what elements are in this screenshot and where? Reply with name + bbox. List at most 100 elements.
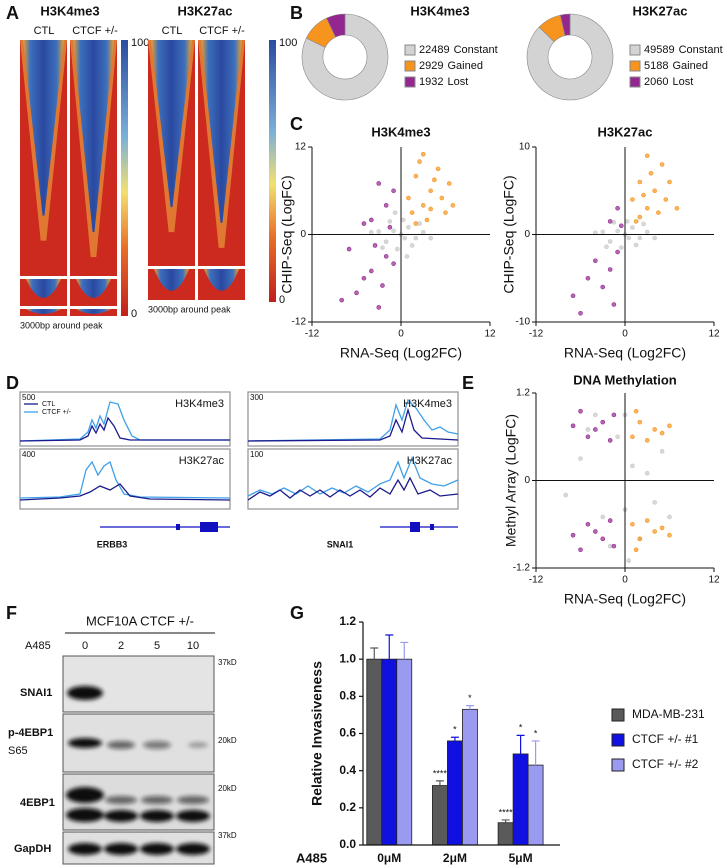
band — [68, 843, 102, 855]
band — [140, 810, 174, 822]
band — [176, 843, 210, 855]
track-label: H3K4me3 — [403, 398, 452, 410]
point — [376, 305, 382, 310]
bar — [366, 658, 383, 846]
point — [585, 427, 591, 432]
legend-name: Constant — [679, 44, 723, 56]
chart-title: H3K4me3 — [371, 124, 430, 139]
y-axis-label: Methyl Array (LogFC) — [503, 414, 519, 547]
track-box — [19, 391, 231, 447]
panel-label: C — [290, 114, 303, 134]
legend-label: CTCF +/- — [42, 409, 72, 416]
point — [652, 529, 657, 534]
point — [604, 244, 609, 250]
y-axis-label: CHIP-Seq (LogFC) — [279, 175, 295, 293]
legend-label: MDA-MB-231 — [632, 707, 705, 721]
legend-label: 49589 Constant — [644, 44, 723, 56]
point — [611, 412, 617, 418]
point — [369, 217, 374, 223]
point — [663, 197, 669, 202]
chart-title: H3K27ac — [598, 124, 653, 139]
point — [413, 221, 419, 226]
y-tick-label: 0.0 — [339, 837, 356, 851]
track-scale: 100 — [250, 450, 264, 459]
point — [339, 297, 344, 303]
track-line — [19, 416, 230, 442]
legend-value: 1932 — [419, 76, 443, 88]
point — [376, 229, 382, 234]
point — [417, 221, 422, 226]
x-tick-label: 12 — [484, 329, 496, 340]
tracks — [19, 391, 459, 532]
legend-label: CTL — [42, 401, 55, 408]
heatmap-wedge — [201, 40, 242, 223]
marker-label: 37kD — [218, 831, 237, 840]
point — [585, 521, 591, 527]
point — [633, 242, 639, 248]
point — [380, 283, 385, 288]
point — [406, 195, 411, 201]
blots — [62, 655, 215, 865]
point — [667, 423, 672, 429]
point — [644, 205, 650, 211]
point — [615, 228, 620, 234]
blot — [62, 655, 215, 713]
point — [428, 206, 433, 212]
heatmaps — [20, 40, 245, 316]
point — [626, 235, 632, 241]
blot-title: MCF10A CTCF +/- — [86, 613, 194, 628]
marker-label: 20kD — [218, 784, 237, 793]
point — [637, 179, 643, 185]
heatmap-title: H3K4me3 — [40, 3, 99, 18]
point — [392, 210, 398, 215]
band — [176, 810, 210, 822]
legend-name: Gained — [447, 60, 482, 72]
band — [177, 796, 209, 804]
track-line — [247, 456, 459, 497]
point — [637, 214, 643, 220]
legend-label: CTCF +/- #2 — [632, 757, 699, 771]
point — [656, 210, 661, 215]
y-tick-label: 0 — [300, 229, 306, 240]
band — [107, 741, 135, 749]
point — [369, 268, 374, 274]
heatmap-wedge — [76, 309, 111, 314]
treatment-label: A485 — [25, 640, 51, 652]
point — [667, 179, 672, 185]
point — [376, 181, 382, 186]
track-line — [247, 407, 459, 442]
y-tick-label: 1.2 — [339, 614, 356, 628]
track-scale: 300 — [250, 393, 264, 402]
bar — [447, 740, 463, 846]
significance-label: **** — [433, 768, 448, 778]
y-tick-label: 0 — [524, 475, 530, 486]
point — [644, 153, 650, 159]
band — [140, 843, 174, 855]
point — [372, 243, 378, 248]
y-axis-label: CHIP-Seq (LogFC) — [501, 175, 517, 293]
y-tick-label: -12 — [292, 317, 307, 328]
legend-value: 22489 — [419, 44, 450, 56]
x-axis-label: RNA-Seq (Log2FC) — [564, 345, 686, 361]
pie-slice — [559, 13, 571, 36]
blot-label: GapDH — [14, 843, 51, 855]
point — [659, 162, 665, 167]
point — [630, 225, 635, 230]
point — [417, 159, 422, 164]
point — [641, 221, 646, 227]
pie-slice — [301, 13, 389, 101]
y-tick-label: 0.6 — [339, 726, 356, 740]
point — [607, 239, 613, 244]
blot-label: p-4EBP1 — [8, 727, 53, 739]
heatmap-wedge — [154, 269, 189, 291]
track-line — [19, 460, 231, 499]
y-tick-label: -10 — [516, 317, 531, 328]
point — [578, 310, 583, 316]
point — [644, 518, 650, 523]
bar — [462, 708, 478, 846]
point — [600, 284, 606, 290]
point — [644, 229, 650, 235]
point — [593, 427, 598, 432]
legend-swatch — [404, 76, 416, 88]
y-tick-label: 1.0 — [339, 651, 356, 665]
